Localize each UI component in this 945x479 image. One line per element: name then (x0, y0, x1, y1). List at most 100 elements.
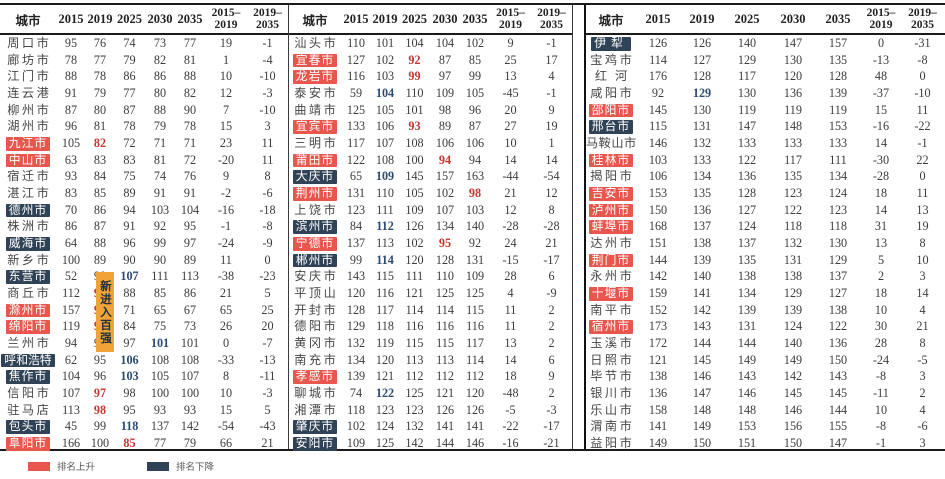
rank-value: 126 (405, 219, 424, 234)
rank-value: 159 (648, 286, 668, 301)
rank-value: 79 (123, 52, 136, 67)
rank-value: 87 (468, 119, 482, 134)
rank-value: 136 (783, 86, 803, 101)
rank-value: 20 (504, 102, 517, 117)
rank-value: 79 (153, 119, 167, 134)
rank-value: 146 (692, 369, 712, 384)
rank-value: 120 (783, 69, 803, 84)
city-cell: 阜阳市 (0, 435, 56, 452)
table-row: 阜阳市 166 100 85 77 79 66 21 (0, 435, 288, 452)
rank-value: 155 (828, 419, 848, 434)
city-name: 十堰市 (588, 287, 634, 301)
rank-value: 137 (828, 269, 848, 284)
rank-value: 143 (692, 319, 712, 334)
table-row: 中山市 63 83 83 81 72 -20 11 (0, 152, 288, 169)
rank-value: 150 (648, 202, 668, 217)
rank-value: -24 (217, 236, 235, 251)
rank-value: 136 (692, 202, 712, 217)
rank-value: 115 (649, 119, 667, 134)
rank-value: 100 (90, 436, 110, 451)
column-header-delta: 2019– 2035 (253, 7, 282, 31)
table-row: 焦作市 104 96 103 105 107 8 -11 (0, 368, 288, 385)
rank-value: 142 (405, 436, 424, 451)
city-cell: 日照市 (586, 352, 636, 369)
city-name: 滨州市 (292, 220, 338, 234)
table-row: 宝鸡市 114 127 129 130 135 -13 -8 (586, 52, 945, 69)
rank-value: 77 (153, 436, 167, 451)
rank-value: 119 (376, 336, 394, 351)
rank-value: 117 (784, 152, 802, 167)
city-name: 泰安市 (294, 86, 339, 101)
rank-value: 90 (153, 252, 167, 267)
rank-value: 2 (877, 269, 885, 284)
rank-value: -1 (546, 86, 557, 101)
rank-value: 116 (466, 319, 484, 334)
rank-value: 121 (435, 386, 455, 401)
rank-value: 128 (346, 302, 366, 317)
rank-value: -28 (543, 219, 560, 234)
rank-value: 135 (692, 186, 712, 201)
rank-value: 125 (375, 436, 395, 451)
city-name: 宜春市 (292, 53, 338, 68)
city-cell: 湖州市 (0, 118, 56, 135)
column-header-year: 2030 (780, 11, 806, 26)
rank-value: 143 (737, 369, 757, 384)
rank-value: 3 (264, 119, 271, 134)
rank-value: 67 (183, 302, 197, 317)
rank-value: 127 (692, 52, 712, 67)
rank-value: 80 (153, 86, 167, 101)
rank-value: 73 (183, 319, 197, 334)
city-name: 揭阳市 (590, 169, 635, 184)
rank-value: -54 (543, 169, 560, 184)
rank-value: 65 (153, 302, 167, 317)
rank-value: 148 (737, 402, 757, 417)
city-cell: 焦作市 (0, 368, 56, 385)
rank-value: 133 (783, 136, 803, 151)
rank-value: 107 (435, 202, 455, 217)
rank-value: -8 (262, 219, 273, 234)
city-cell: 柳州市 (0, 102, 56, 119)
rank-value: 6 (548, 352, 555, 367)
rank-table-left: 城市 2015 2019 2025 2030 2035 2015– 2019 2019– 2035… (0, 5, 289, 452)
rank-value: 137 (692, 219, 712, 234)
city-cell: 湘潭市 (289, 402, 341, 419)
rank-value: 109 (375, 169, 395, 184)
city-name: 湛江市 (7, 186, 52, 201)
rank-value: 113 (62, 402, 80, 417)
rank-value: 101 (375, 36, 395, 50)
rank-value: 77 (93, 52, 107, 67)
table-row: 玉溪市 172 144 144 140 136 28 8 (586, 335, 945, 352)
city-cell: 南充市 (289, 352, 341, 369)
rank-value: 98 (123, 386, 136, 401)
rank-value: 144 (435, 436, 455, 451)
rank-value: 114 (649, 52, 667, 67)
city-cell: 信阳市 (0, 385, 56, 402)
table-row: 新乡市 100 89 90 90 89 11 0 (0, 252, 288, 269)
column-header-city: 城市 (302, 13, 328, 28)
rank-value: 1 (548, 136, 555, 151)
rank-value: 88 (93, 236, 107, 251)
city-name: 湖州市 (7, 119, 52, 134)
city-cell: 商丘市 (0, 285, 56, 302)
rank-value: 141 (435, 419, 455, 434)
rank-value: 14 (545, 152, 558, 167)
city-cell: 荆门市 (586, 252, 636, 269)
rank-value: 11 (220, 252, 232, 267)
table-row: 东营市5290107111113-38-23 (0, 268, 288, 285)
rank-value: 147 (737, 119, 757, 134)
table-row: 渭南市 141 149 153 156 155 -8 -6 (586, 418, 945, 435)
rank-value: 79 (93, 86, 107, 101)
rank-value: 105 (150, 369, 170, 384)
rank-value: 146 (783, 402, 803, 417)
rank-value: 134 (435, 219, 455, 234)
rank-value: 112 (405, 369, 424, 384)
city-name: 连云港 (7, 86, 52, 101)
rank-value: 124 (783, 319, 803, 334)
rank-value: 8 (919, 336, 926, 351)
table-row: 滨州市 84 112 126 134 140 -28 -28 (289, 218, 572, 235)
rank-value: 11 (504, 302, 517, 317)
rank-value: 97 (438, 69, 452, 84)
table-row: 宁德市 137 113 102 95 92 24 21 (289, 235, 572, 252)
rank-value: 85 (123, 436, 136, 451)
rank-value: 3 (919, 269, 926, 284)
